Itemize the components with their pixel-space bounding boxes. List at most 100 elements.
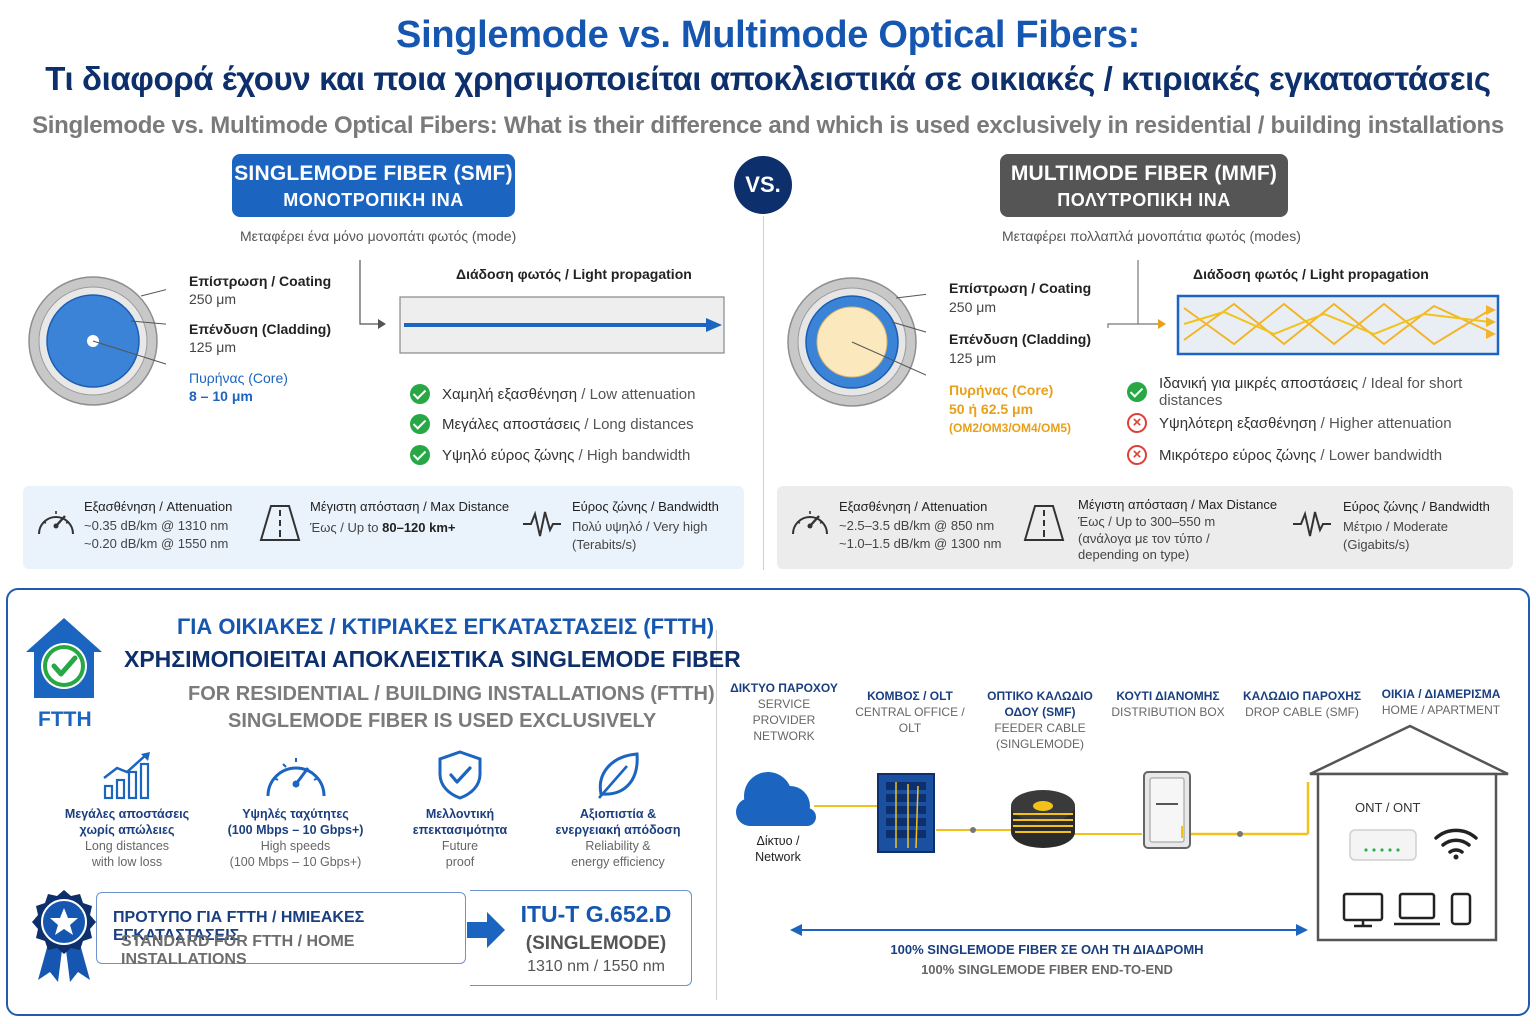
smf-propagation-label: Διάδοση φωτός / Light propagation [456,266,692,282]
cloud-label-1: Δίκτυο / [756,834,800,848]
feature-title-1: Μεγάλες αποστάσεις [64,807,190,821]
leaf-icon [598,752,639,799]
node-sub-1: HOME / APARTMENT [1381,703,1501,717]
gauge-icon [38,511,74,535]
network-node-distribution: ΚΟΥΤΙ ΔΙΑΝΟΜΗΣ DISTRIBUTION BOX [1110,688,1226,720]
distribution-box-icon [1143,771,1191,849]
itu-standard-box: ITU-T G.652.D (SINGLEMODE) 1310 nm / 155… [470,890,692,986]
end-to-end-greek: 100% SINGLEMODE FIBER ΣΕ ΟΛΗ ΤΗ ΔΙΑΔΡΟΜΗ [890,942,1204,957]
mmf-benefit-item: × Μικρότερο εύρος ζώνης / Lower bandwidt… [1127,444,1527,466]
smf-title: SINGLEMODE FIBER (SMF) [234,162,513,185]
mmf-distance-3: depending on type) [1078,547,1190,562]
mmf-title-badge: MULTIMODE FIBER (MMF) ΠΟΛΥΤΡΟΠΙΚΗ ΙΝΑ [1000,154,1288,217]
laptop-icon [1394,892,1440,926]
mmf-description: Μεταφέρει πολλαπλά μονοπάτια φωτός (mode… [1002,228,1301,244]
network-node-drop: ΚΑΛΩΔΙΟ ΠΑΡΟΧΗΣ DROP CABLE (SMF) [1240,688,1364,720]
splice-point [1237,831,1243,837]
node-sub-1: CENTRAL OFFICE / OLT [855,705,965,735]
node-sub-2: NETWORK [753,729,815,743]
end-to-end-english: 100% SINGLEMODE FIBER END-TO-END [921,962,1173,977]
page-title: Singlemode vs. Multimode Optical Fibers: [396,14,1140,56]
network-node-home: ΟΙΚΙΑ / ΔΙΑΜΕΡΙΣΜΑ HOME / APARTMENT [1372,686,1510,718]
mmf-coating-label: Επίστρωση / Coating [949,280,1092,296]
benefit-english: / Ideal for short distances [1159,375,1463,409]
node-title-2: ΟΔΟΥ (SMF) [1004,705,1076,719]
node-sub-1: FEEDER CABLE [994,721,1086,735]
feature-sub-2: proof [445,855,475,869]
standard-greek: ΠΡΟΤΥΠΟ ΓΙΑ FTTH / ΗΜΙΕΑΚΕΣ ΕΓΚΑΤΑΣΤΑΣΕΙ… [113,909,365,944]
page-title-greek: Τι διαφορά έχουν και ποια χρησιμοποιείτα… [45,60,1491,97]
wifi-icon [1434,828,1478,860]
mmf-distance-1: Έως / Up to 300–550 m [1078,514,1216,529]
mmf-benefit-item: × Υψηλότερη εξασθένηση / Higher attenuat… [1127,412,1527,434]
cable-reel-icon [1011,790,1075,848]
feature-title-2: επεκτασιμότητα [412,823,508,837]
feature-sub-1: High speeds [260,839,331,853]
vs-badge: VS. [734,156,792,214]
mmf-distance-title: Μέγιστη απόσταση / Max Distance [1078,497,1278,512]
mmf-stats-box: Εξασθένηση / Attenuation ~2.5–3.5 dB/km … [777,486,1513,569]
smf-benefit-item: Υψηλό εύρος ζώνης / High bandwidth [410,444,750,466]
monitor-icon [1342,892,1384,928]
benefit-greek: Υψηλότερη εξασθένηση [1159,414,1317,432]
smf-coating-value: 250 μm [189,291,236,307]
signal-wave-icon [523,510,561,537]
smf-propagation-diagram [359,260,725,354]
center-divider [763,216,764,570]
mmf-cross-section [787,277,926,407]
smf-core-label: Πυρήνας (Core) [189,370,288,386]
ftth-heading-greek-1: ΓΙΑ ΟΙΚΙΑΚΕΣ / ΚΤΙΡΙΑΚΕΣ ΕΓΚΑΤΑΣΤΑΣΕΙΣ (… [177,614,715,639]
itu-code: ITU-T G.652.D [520,901,672,927]
check-icon [410,445,430,465]
mmf-attenuation-850: ~2.5–3.5 dB/km @ 850 nm [839,518,995,533]
smf-attenuation-1310: ~0.35 dB/km @ 1310 nm [84,518,229,533]
node-title: ΟΠΤΙΚΟ ΚΑΛΩΔΙΟ [987,689,1093,703]
smf-title-greek: ΜΟΝΟΤΡΟΠΙΚΗ ΙΝΑ [283,190,464,210]
check-icon [1127,382,1147,402]
network-node-feeder: ΟΠΤΙΚΟ ΚΑΛΩΔΙΟ ΟΔΟΥ (SMF) FEEDER CABLE (… [986,688,1094,752]
itu-wavelengths: 1310 nm / 1550 nm [527,958,665,975]
road-icon [1023,505,1065,541]
feature-sub-1: Long distances [84,839,170,853]
ftth-divider [716,630,717,1000]
benefit-greek: Χαμηλή εξασθένηση [442,385,578,403]
smf-bandwidth-value: Πολύ υψηλό / Very high [572,519,708,534]
smf-benefits-list: Χαμηλή εξασθένηση / Low attenuation Μεγά… [410,383,750,466]
smf-cladding-value: 125 μm [189,339,236,355]
smf-title-badge: SINGLEMODE FIBER (SMF) ΜΟΝΟΤΡΟΠΙΚΗ ΙΝΑ [232,154,515,217]
ftth-heading-english-2: SINGLEMODE FIBER IS USED EXCLUSIVELY [228,710,657,732]
itu-type: (SINGLEMODE) [525,933,667,954]
olt-rack-icon [877,773,935,853]
node-sub-2: (SINGLEMODE) [995,737,1084,751]
ftth-heading-english-1: FOR RESIDENTIAL / BUILDING INSTALLATIONS… [188,683,715,705]
ftth-feature: Μεγάλες αποστάσεις χωρίς απώλειες Long d… [60,750,194,870]
feature-sub-2: energy efficiency [571,855,665,869]
ont-label: ONT / ONT [1355,800,1421,815]
house-check-icon [26,618,102,698]
smf-attenuation-1550: ~0.20 dB/km @ 1550 nm [84,536,229,551]
cloud-icon [736,772,816,826]
mmf-attenuation-title: Εξασθένηση / Attenuation [839,499,988,514]
node-sub-1: DISTRIBUTION BOX [1111,705,1225,719]
smf-cladding-label: Επένδυση (Cladding) [189,321,332,337]
award-ribbon-icon [32,890,96,982]
mmf-benefits-list: Ιδανική για μικρές αποστάσεις / Ideal fo… [1127,375,1527,466]
phone-icon [1450,892,1472,926]
smf-distance-prefix: Έως / Up to [310,520,383,535]
mmf-bandwidth-value: Μέτριο / Moderate [1343,519,1449,534]
feature-title-1: Υψηλές ταχύτητες [242,807,349,821]
node-title: ΟΙΚΙΑ / ΔΙΑΜΕΡΙΣΜΑ [1381,687,1501,701]
arrow-right-icon [467,912,505,948]
ont-device-icon [1349,829,1417,861]
check-icon [410,414,430,434]
node-title: ΚΑΛΩΔΙΟ ΠΑΡΟΧΗΣ [1242,689,1362,703]
benefit-english: / High bandwidth [574,446,691,464]
mmf-coating-value: 250 μm [949,299,996,315]
mmf-propagation-label: Διάδοση φωτός / Light propagation [1193,266,1429,282]
feature-sub-1: Future [441,839,479,853]
benefit-greek: Μικρότερο εύρος ζώνης [1159,446,1317,464]
node-sub-1: DROP CABLE (SMF) [1245,705,1359,719]
mmf-distance-2: (ανάλογα με τον τύπο / [1078,531,1210,546]
gauge-icon [792,511,828,535]
smf-distance-title: Μέγιστη απόσταση / Max Distance [310,499,510,514]
